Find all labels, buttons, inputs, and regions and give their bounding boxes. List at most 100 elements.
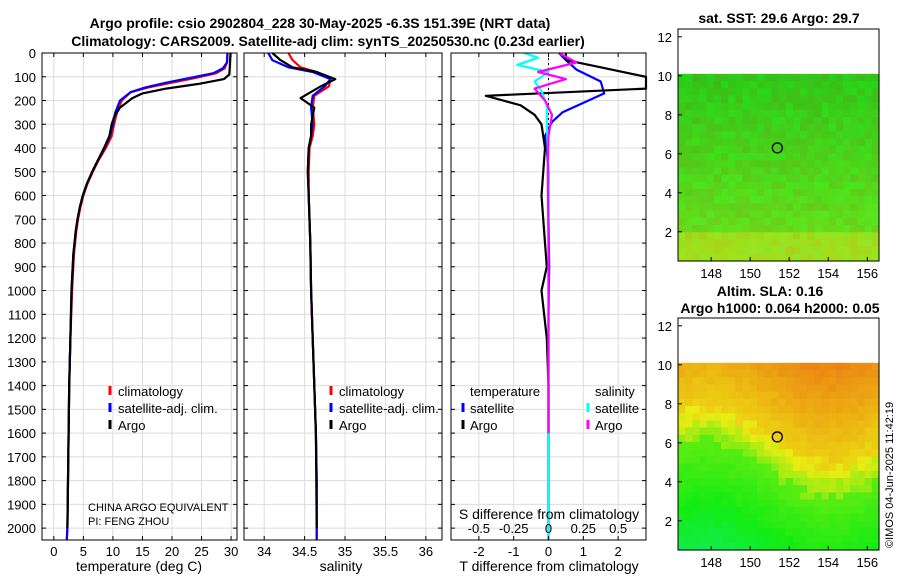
map-cell (678, 521, 686, 530)
map-cell (864, 413, 873, 422)
map-cell (814, 384, 823, 393)
map-cell (721, 102, 729, 111)
map-cell (749, 449, 758, 458)
map-cell (699, 95, 708, 104)
map-cell (706, 203, 715, 212)
map-cell (749, 81, 758, 89)
map-cell (857, 203, 866, 212)
map-cell (764, 95, 772, 104)
map-cell (814, 124, 823, 133)
map-cell (721, 160, 729, 169)
map-cell (857, 109, 866, 118)
map-cell (685, 239, 693, 248)
map-cell (814, 196, 823, 205)
map-cell (792, 456, 801, 465)
series-line-climatology (287, 52, 332, 540)
map-cell (835, 456, 844, 465)
map-cell (771, 167, 780, 176)
map-cell (728, 478, 737, 486)
map-cell (756, 398, 765, 407)
map-cell (742, 456, 751, 465)
map-cell (807, 102, 815, 111)
map-cell (771, 153, 780, 161)
map-cell (728, 362, 737, 371)
map-ytick-label: 8 (665, 397, 672, 412)
map-cell (857, 189, 866, 197)
map-cell (857, 485, 866, 494)
map-cell (850, 362, 859, 371)
map-cell (800, 499, 808, 508)
map-cell (871, 542, 880, 551)
map-cell (800, 535, 808, 544)
map-cell (685, 434, 693, 443)
map-cell (699, 420, 708, 429)
map-cell (807, 124, 815, 133)
map-cell (850, 485, 859, 494)
map-cell (785, 406, 794, 414)
difference-xlabel: T difference from climatology (459, 558, 638, 574)
map-cell (821, 131, 830, 140)
map-cell (685, 420, 693, 429)
map-cell (828, 124, 837, 133)
map-cell (685, 138, 693, 147)
map-cell (742, 478, 751, 486)
map-cell (857, 370, 866, 378)
map-cell (800, 427, 808, 436)
map-cell (864, 370, 873, 378)
map-cell (850, 117, 859, 125)
map-cell (771, 449, 780, 458)
map-cell (756, 88, 765, 97)
map-cell (843, 109, 851, 118)
map-cell (706, 521, 715, 530)
map-cell (678, 95, 686, 104)
map-cell (771, 217, 780, 226)
map-cell (807, 449, 815, 458)
map-cell (835, 406, 844, 414)
map-cell (706, 485, 715, 494)
map-cell (735, 253, 744, 262)
map-cell (850, 478, 859, 486)
map-cell (771, 398, 780, 407)
map-cell (685, 124, 693, 133)
map-cell (685, 73, 693, 82)
map-cell (721, 239, 729, 248)
map-xtick-label: 152 (778, 555, 800, 570)
map-cell (871, 88, 880, 97)
map-cell (713, 253, 722, 262)
ytick-label: 600 (14, 189, 36, 204)
map-cell (785, 232, 794, 241)
map-cell (721, 442, 729, 450)
map-cell (835, 377, 844, 386)
map-cell (678, 131, 686, 140)
map-cell (800, 463, 808, 472)
map-cell (721, 456, 729, 465)
map-cell (843, 528, 851, 537)
xtick-label: 36 (419, 544, 433, 559)
map-cell (857, 117, 866, 125)
map-cell (756, 124, 765, 133)
map-cell (713, 109, 722, 118)
map-cell (706, 427, 715, 436)
map-cell (756, 217, 765, 226)
map-cell (764, 463, 772, 472)
map-cell (756, 499, 765, 508)
map-cell (728, 253, 737, 262)
map-cell (764, 102, 772, 111)
map-cell (857, 102, 866, 111)
map-cell (771, 81, 780, 89)
temperature-axes-frame (41, 52, 238, 541)
map-cell (850, 456, 859, 465)
map-cell (764, 470, 772, 479)
map-cell (685, 499, 693, 508)
map-cell (685, 449, 693, 458)
map-cell (771, 253, 780, 262)
difference-xlabel-top: S difference from climatology (459, 506, 639, 522)
map-cell (843, 232, 851, 241)
map-cell (835, 225, 844, 233)
map-cell (749, 153, 758, 161)
map-cell (749, 470, 758, 479)
map-cell (785, 442, 794, 450)
map-cell (785, 398, 794, 407)
map-cell (850, 413, 859, 422)
